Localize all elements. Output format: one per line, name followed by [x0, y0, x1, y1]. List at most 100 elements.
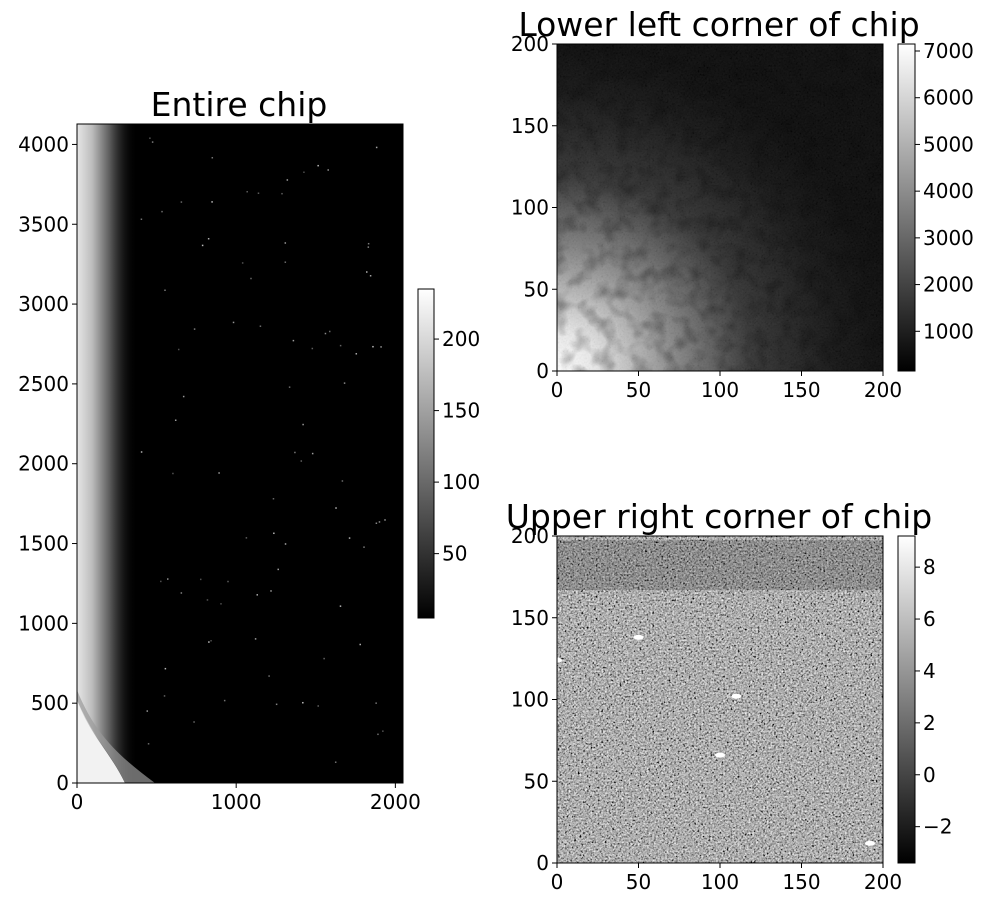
hot-pixel — [302, 701, 304, 704]
hot-pixel — [324, 332, 327, 335]
hot-pixel — [182, 395, 185, 398]
x-tick-label: 150 — [782, 870, 820, 894]
hot-pixel — [207, 237, 210, 240]
bright-spot — [864, 840, 875, 846]
hot-pixel — [256, 594, 259, 596]
x-tick-label: 1000 — [211, 790, 262, 814]
hot-pixel — [367, 246, 370, 248]
hot-pixel — [250, 277, 252, 280]
hot-pixel — [284, 543, 287, 545]
panel-title: Lower left corner of chip — [518, 5, 919, 44]
hot-pixel — [292, 339, 295, 342]
hot-pixel — [300, 460, 303, 462]
hot-pixel — [201, 244, 204, 247]
y-tick-label: 1500 — [18, 532, 69, 556]
hot-pixel — [377, 733, 379, 736]
colorbar-tick-label: 150 — [442, 399, 480, 423]
heatmap-image — [77, 124, 403, 783]
heatmap-image — [557, 44, 883, 371]
hot-pixel — [288, 386, 291, 388]
hot-pixel — [275, 703, 278, 706]
hot-pixel — [193, 328, 196, 330]
panel-title: Upper right corner of chip — [506, 497, 933, 536]
colorbar: −2 0 2 4 6 8 — [897, 535, 952, 864]
y-tick-label: 0 — [56, 771, 69, 795]
bright-spot — [731, 693, 742, 699]
hot-pixel — [210, 639, 212, 642]
hot-pixel — [311, 347, 314, 350]
hot-pixel — [245, 537, 248, 539]
hot-pixel — [193, 721, 195, 723]
hot-pixel — [302, 423, 304, 426]
hot-pixel — [220, 603, 222, 605]
y-tick-label: 200 — [511, 32, 549, 56]
y-tick-label: 150 — [511, 606, 549, 630]
hot-pixel — [378, 521, 381, 523]
hot-pixel — [232, 321, 235, 324]
hot-pixel — [164, 289, 166, 292]
bright-spot — [715, 752, 725, 758]
hot-pixel — [147, 743, 150, 745]
x-tick-label: 100 — [701, 870, 739, 894]
hot-pixel — [149, 137, 151, 139]
colorbar-tick-label: 4000 — [923, 179, 974, 203]
hot-pixel — [211, 201, 213, 203]
hot-pixel — [199, 578, 202, 581]
hot-pixel — [180, 201, 183, 203]
hot-pixel — [227, 580, 229, 583]
x-tick-label: 200 — [864, 378, 902, 402]
y-tick-label: 3000 — [18, 292, 69, 316]
hot-pixel — [164, 667, 167, 670]
hot-pixel — [311, 452, 314, 455]
hot-pixel — [375, 702, 377, 704]
hot-pixel — [151, 141, 154, 143]
colorbar-tick-label: 200 — [442, 327, 480, 351]
hot-pixel — [366, 271, 368, 273]
y-tick-label: 1000 — [18, 611, 69, 635]
x-tick-label: 50 — [626, 870, 651, 894]
hot-pixel — [257, 192, 260, 194]
hot-pixel — [339, 344, 342, 347]
colorbar-tick-label: 8 — [923, 555, 936, 579]
colorbar-tick-label: 0 — [923, 763, 936, 787]
hot-pixel — [254, 638, 257, 640]
hot-pixel — [355, 353, 358, 355]
axes: 0 50 100 150 200 0 50 100 150 200 — [511, 32, 902, 402]
hot-pixel — [384, 519, 386, 521]
hot-pixel — [372, 345, 374, 348]
hot-pixel — [343, 382, 346, 384]
hot-pixel — [167, 578, 169, 580]
colorbar-tick-label: 3000 — [923, 226, 974, 250]
x-tick-label: 0 — [551, 870, 564, 894]
hot-pixel — [327, 169, 329, 171]
panel-entire-chip: Entire chip 0 1000 2000 0 500 1000 1500 2000 250… — [18, 85, 480, 814]
hot-pixel — [172, 472, 174, 475]
hot-pixel — [335, 507, 337, 509]
hot-pixel — [323, 657, 325, 660]
heatmap-image — [552, 536, 883, 863]
y-tick-label: 200 — [511, 524, 549, 548]
hot-pixel — [206, 599, 209, 601]
y-tick-label: 4000 — [18, 132, 69, 156]
hot-pixel — [270, 590, 272, 592]
hot-pixel — [160, 580, 162, 583]
hot-pixel — [161, 210, 163, 213]
y-tick-label: 100 — [511, 196, 549, 220]
hot-pixel — [382, 730, 384, 732]
hot-pixel — [339, 605, 342, 607]
colorbar-tick-label: 7000 — [923, 39, 974, 63]
hot-pixel — [241, 262, 244, 264]
y-tick-label: 500 — [31, 691, 69, 715]
colorbar-tick-label: −2 — [923, 815, 952, 839]
x-tick-label: 50 — [626, 378, 651, 402]
hot-pixel — [286, 179, 289, 181]
x-tick-label: 0 — [71, 790, 84, 814]
colorbar-tick-label: 2 — [923, 711, 936, 735]
colorbar-tick-label: 6000 — [923, 86, 974, 110]
hot-pixel — [363, 546, 365, 548]
y-tick-label: 2500 — [18, 372, 69, 396]
hot-pixel — [146, 710, 149, 712]
hot-pixel — [272, 498, 275, 500]
colorbar-tick-label: 4 — [923, 659, 936, 683]
